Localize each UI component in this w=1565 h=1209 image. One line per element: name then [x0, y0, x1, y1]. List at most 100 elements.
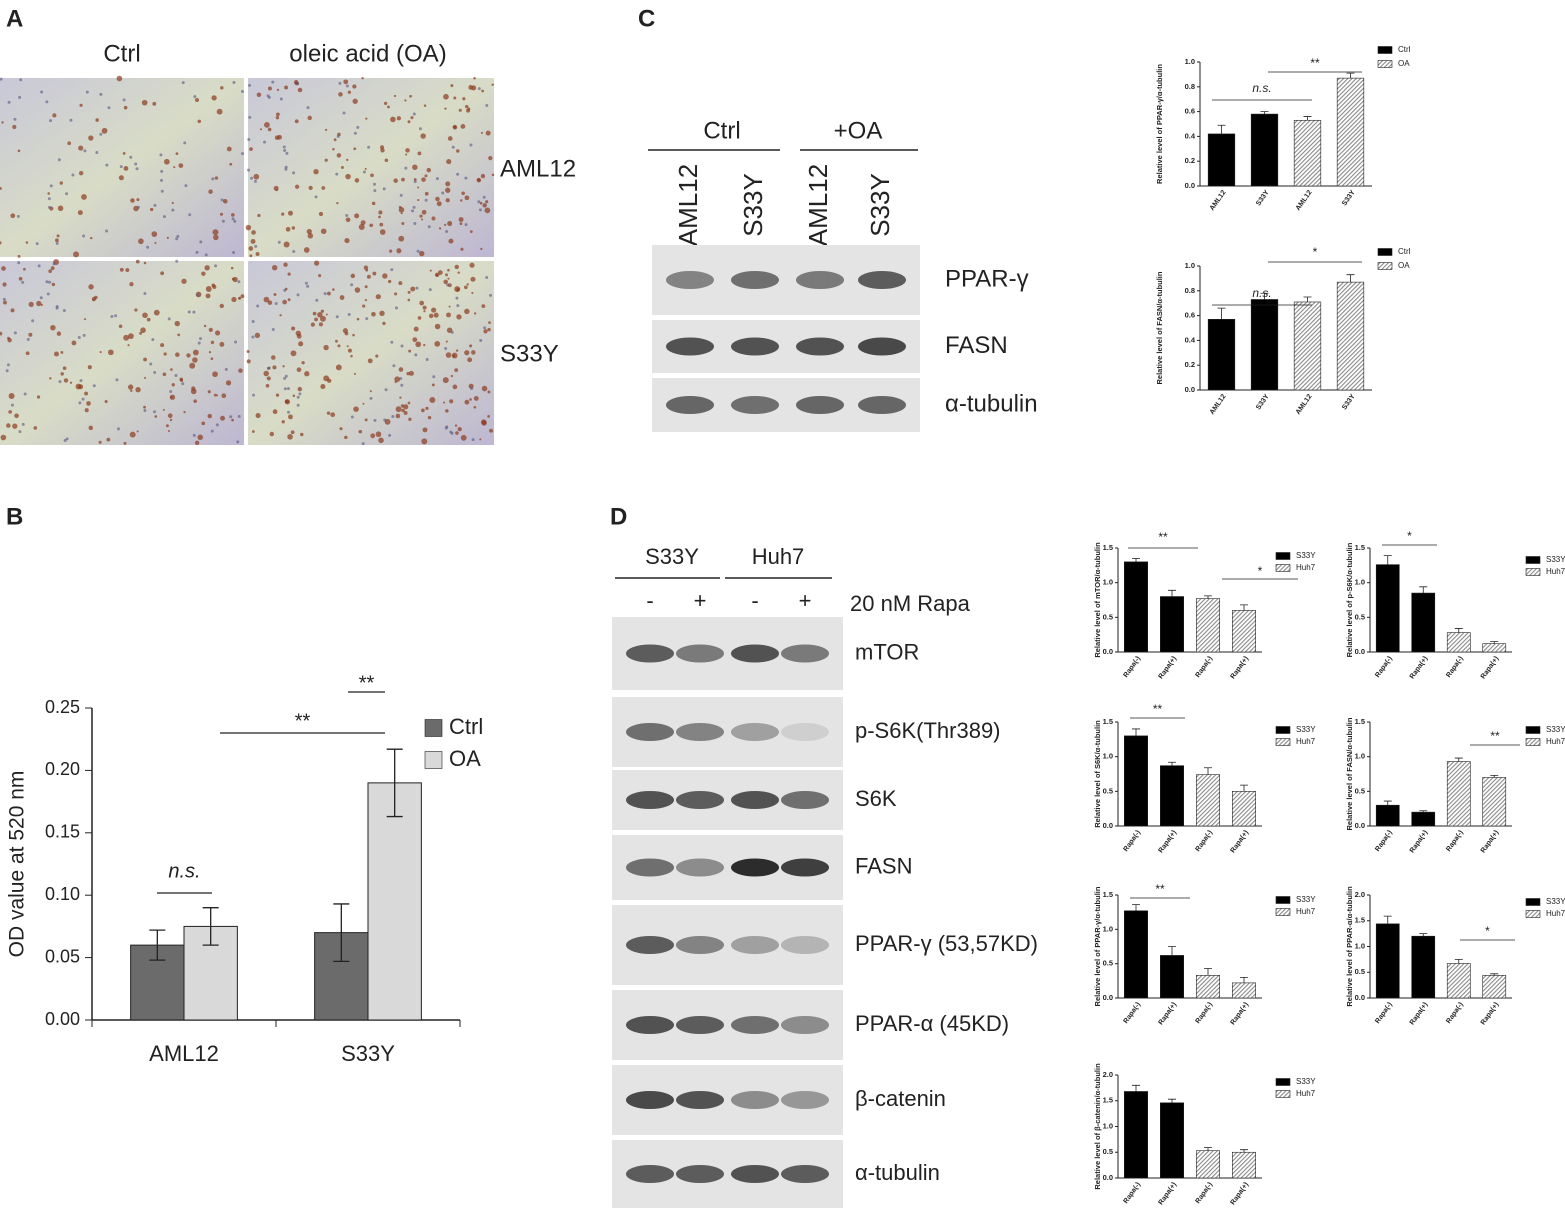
lipid-droplet	[347, 348, 352, 353]
lipid-droplet	[246, 349, 250, 353]
lipid-droplet	[94, 295, 98, 300]
nucleus	[336, 135, 340, 139]
nucleus	[251, 335, 255, 339]
nucleus	[199, 240, 203, 244]
lipid-droplet	[276, 88, 280, 92]
error-bar	[1419, 810, 1428, 813]
nucleus	[399, 377, 403, 381]
lipid-droplet	[23, 267, 26, 271]
lipid-droplet	[251, 230, 256, 235]
bar	[1250, 113, 1279, 187]
error-bar	[1132, 1084, 1140, 1092]
lipid-droplet	[400, 212, 403, 215]
lipid-droplet	[285, 226, 291, 232]
y-tick-label: 0.5	[1355, 786, 1365, 795]
lipid-droplet	[60, 372, 64, 376]
lipid-droplet	[154, 242, 157, 245]
y-tick-label: 0.0	[1355, 647, 1365, 656]
lipid-droplet	[272, 409, 278, 415]
lipid-droplet	[330, 412, 336, 418]
nucleus	[483, 326, 487, 330]
nucleus	[220, 198, 224, 202]
nucleus	[49, 184, 53, 188]
error-bar	[1490, 774, 1499, 778]
lipid-droplet	[59, 181, 63, 185]
lipid-droplet	[275, 115, 280, 120]
lipid-droplet	[56, 234, 60, 238]
nucleus	[283, 387, 287, 391]
lipid-droplet	[214, 176, 219, 180]
lipid-droplet	[232, 276, 238, 283]
lipid-droplet	[160, 343, 165, 348]
nucleus	[16, 214, 20, 218]
lipid-droplet	[454, 424, 458, 427]
blot-band	[676, 936, 724, 954]
bar	[1375, 923, 1400, 999]
nucleus	[176, 234, 180, 238]
nucleus	[271, 328, 275, 332]
lipid-droplet	[49, 377, 52, 380]
legend-swatch	[1525, 898, 1541, 906]
lipid-droplet	[471, 350, 476, 355]
nucleus	[248, 83, 252, 87]
error-bar	[1303, 296, 1312, 302]
lipid-droplet	[419, 214, 423, 218]
lipid-droplet	[462, 97, 466, 101]
lipid-droplet	[378, 210, 383, 215]
legend-swatch	[1275, 1078, 1291, 1086]
y-tick-label: 0.15	[45, 822, 80, 842]
legend-swatch	[1275, 896, 1291, 904]
lipid-droplet	[77, 210, 83, 216]
nucleus	[390, 268, 394, 272]
lipid-droplet	[375, 354, 379, 358]
error-bar	[1419, 933, 1428, 937]
lipid-droplet	[447, 268, 450, 272]
lipid-droplet	[364, 167, 367, 170]
nucleus	[221, 219, 225, 223]
nucleus	[79, 379, 83, 383]
lipid-droplet	[283, 262, 288, 267]
lipid-droplet	[143, 357, 147, 362]
lipid-droplet	[326, 411, 331, 415]
lipid-droplet	[219, 212, 224, 216]
lipid-droplet	[291, 326, 296, 331]
lipid-droplet	[210, 340, 215, 345]
lipid-droplet	[398, 235, 405, 242]
error-bar	[1490, 641, 1499, 644]
lipid-droplet	[219, 341, 225, 347]
lipid-droplet	[423, 310, 426, 313]
lipid-droplet	[423, 343, 426, 347]
nucleus	[335, 315, 339, 319]
significance-label: *	[1485, 924, 1490, 938]
nucleus	[193, 95, 197, 99]
blot-band	[731, 271, 779, 289]
nucleus	[400, 344, 404, 348]
lipid-droplet	[445, 181, 451, 187]
lipid-droplet	[408, 417, 412, 421]
y-tick-label: 0.20	[45, 759, 80, 779]
lipid-droplet	[479, 438, 482, 441]
lipid-droplet	[480, 247, 483, 251]
lipid-droplet	[453, 96, 457, 100]
bar	[1196, 1150, 1221, 1179]
bar	[1232, 982, 1257, 999]
lipid-droplet	[429, 269, 432, 272]
lipid-droplet	[364, 298, 368, 302]
nucleus	[153, 410, 157, 414]
lipid-droplet	[427, 415, 432, 420]
lipid-droplet	[464, 308, 470, 315]
lipid-droplet	[487, 415, 490, 418]
lipid-droplet	[465, 104, 469, 109]
lipid-droplet	[8, 410, 12, 414]
lipid-droplet	[296, 367, 302, 373]
lipid-droplet	[485, 130, 491, 136]
lipid-droplet	[457, 271, 460, 274]
lipid-droplet	[444, 107, 447, 110]
nucleus	[69, 118, 73, 122]
x-tick-label: AML12	[1295, 393, 1314, 416]
lipid-droplet	[167, 413, 173, 419]
significance-label: *	[1407, 529, 1412, 543]
lipid-droplet	[222, 198, 228, 204]
lane-label: +	[799, 588, 812, 613]
y-tick-label: 1.5	[1355, 543, 1365, 552]
